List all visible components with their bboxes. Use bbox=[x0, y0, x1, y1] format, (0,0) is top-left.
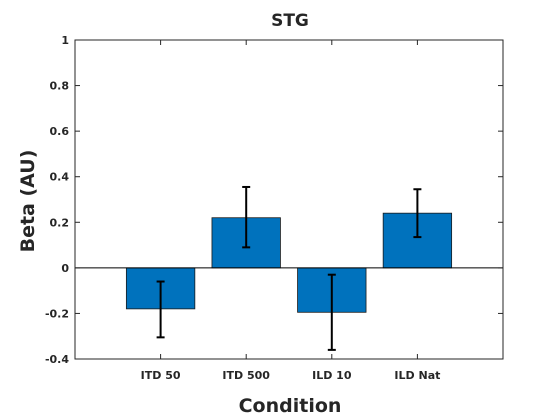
y-tick-label: 0.8 bbox=[50, 80, 70, 93]
x-tick-label: ILD 10 bbox=[312, 369, 352, 382]
y-tick-label: 0.4 bbox=[50, 171, 70, 184]
y-tick-label: 0.6 bbox=[50, 125, 70, 138]
axes-box bbox=[75, 40, 503, 359]
y-tick-label: 1 bbox=[61, 34, 69, 47]
x-tick-label: ITD 50 bbox=[141, 369, 181, 382]
plot-area: 1 0.8 0.6 0.4 0.2 0 -0.2 -0.4 ITD 50 ITD 500 ILD 1… bbox=[45, 34, 503, 382]
y-tick-label: -0.2 bbox=[45, 307, 69, 320]
x-tick-label: ILD Nat bbox=[394, 369, 440, 382]
x-axis-label: Condition bbox=[239, 395, 342, 417]
y-tick-label: -0.4 bbox=[45, 353, 69, 366]
x-tick-label: ITD 500 bbox=[222, 369, 270, 382]
chart-title: STG bbox=[271, 11, 309, 31]
y-axis-label: Beta (AU) bbox=[17, 150, 39, 253]
y-tick-label: 0 bbox=[61, 262, 69, 275]
y-tick-label: 0.2 bbox=[50, 216, 70, 229]
